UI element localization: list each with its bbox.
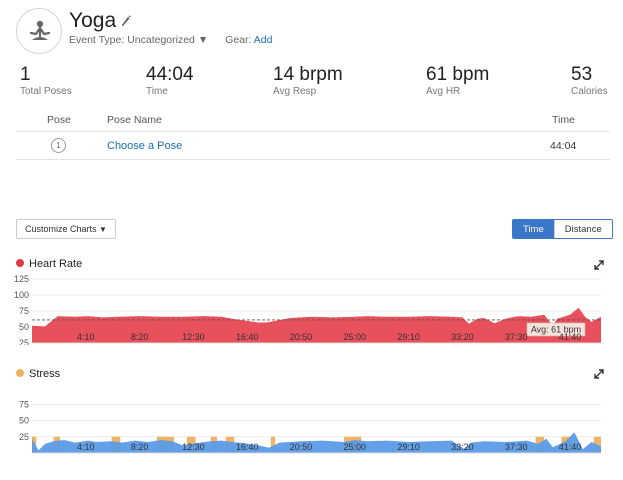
yoga-person-icon [29, 20, 51, 40]
pencil-edit-icon[interactable] [121, 15, 131, 27]
stat-label: Total Poses [20, 86, 72, 97]
time-distance-toggle: Time Distance [512, 219, 613, 239]
series-area [32, 307, 601, 343]
heart-rate-title-text: Heart Rate [29, 258, 83, 270]
average-label: Avg: 61 bpm [531, 324, 581, 334]
stress-title-text: Stress [29, 368, 61, 380]
x-tick-label: 25:00 [344, 442, 367, 452]
caret-down-icon: ▼ [99, 225, 107, 234]
activity-meta: Event Type: Uncategorized ▼ Gear: Add [69, 34, 272, 46]
y-tick-label: 75 [19, 306, 29, 316]
stress-chart-title: Stress [16, 368, 60, 380]
x-tick-label: 20:50 [290, 332, 313, 342]
choose-pose-link[interactable]: Choose a Pose [107, 140, 183, 152]
x-tick-label: 8:20 [131, 442, 149, 452]
stat-label: Avg Resp [273, 86, 317, 97]
stress-highlight-band [270, 436, 276, 453]
table-row: 1 Choose a Pose 44:04 [16, 132, 610, 160]
x-tick-label: 29:10 [397, 442, 420, 452]
time-toggle-button[interactable]: Time [513, 220, 554, 238]
distance-toggle-button[interactable]: Distance [553, 220, 612, 238]
stat-value: 14 brpm [273, 64, 343, 85]
x-tick-label: 33:20 [451, 332, 474, 342]
stat-avg-resp: 14 brpm Avg Resp [273, 64, 343, 98]
stat-label: Calories [571, 86, 608, 97]
heart-rate-chart-title: Heart Rate [16, 258, 82, 270]
x-tick-label: 12:30 [182, 332, 205, 342]
x-tick-label: 8:20 [131, 332, 149, 342]
y-tick-label: 125 [14, 274, 29, 284]
stat-time: 44:04 Time [146, 64, 194, 98]
customize-charts-label: Customize Charts [25, 224, 97, 234]
stat-avg-hr: 61 bpm Avg HR [426, 64, 489, 98]
header-pose: Pose [47, 114, 71, 126]
expand-icon[interactable] [594, 369, 604, 379]
x-tick-label: 37:30 [505, 442, 528, 452]
stat-total-poses: 1 Total Poses [20, 64, 72, 98]
stress-legend-dot [16, 369, 24, 377]
activity-avatar [16, 8, 62, 54]
y-tick-label: 50 [19, 322, 29, 332]
heart-rate-chart: 125 100 75 50 25 Avg: 61 bpm 4:10 8:20 12:30 16:4… [14, 274, 601, 345]
gear-label: Gear: [225, 34, 252, 46]
x-tick-label: 20:50 [290, 442, 313, 452]
y-tick-label: 50 [19, 416, 29, 426]
event-type-select[interactable]: Uncategorized ▼ [127, 34, 208, 46]
heart-rate-legend-dot [16, 259, 24, 267]
average-label-box [526, 322, 586, 337]
pose-time: 44:04 [550, 140, 577, 152]
stat-label: Avg HR [426, 86, 461, 97]
stat-value: 44:04 [146, 64, 194, 85]
expand-icon[interactable] [594, 260, 604, 270]
add-gear-link[interactable]: Add [253, 34, 273, 46]
x-tick-label: 4:10 [77, 332, 95, 342]
pose-table-header: Pose Pose Name Time [16, 108, 610, 132]
caret-down-icon: ▼ [197, 34, 209, 46]
x-tick-label: 41:40 [559, 442, 582, 452]
pose-table: Pose Pose Name Time 1 Choose a Pose 44:0… [16, 108, 610, 160]
y-tick-label: 25 [19, 338, 29, 345]
stat-value: 61 bpm [426, 64, 490, 85]
event-type-label: Event Type: [69, 34, 125, 46]
x-tick-label: 33:20 [451, 442, 474, 452]
event-type-value: Uncategorized [127, 34, 195, 46]
stat-calories: 53 Calories [571, 64, 608, 98]
page-title: Yoga [69, 9, 117, 32]
x-tick-label: 4:10 [77, 442, 95, 452]
stat-value: 1 [20, 64, 31, 85]
series-area [32, 432, 601, 453]
x-tick-label: 16:40 [236, 442, 259, 452]
header-time: Time [552, 114, 575, 126]
stress-chart: 75 50 25 4:10 8:20 12:30 16:40 20:50 25:00 29:10 3… [19, 399, 601, 454]
x-tick-label: 41:40 [559, 332, 582, 342]
x-tick-label: 12:30 [182, 442, 205, 452]
y-tick-label: 75 [19, 399, 29, 409]
header-pose-name: Pose Name [107, 114, 162, 126]
x-tick-label: 29:10 [397, 332, 420, 342]
x-tick-label: 25:00 [344, 332, 367, 342]
x-tick-label: 37:30 [505, 332, 528, 342]
stat-label: Time [146, 86, 168, 97]
y-tick-label: 100 [14, 290, 29, 300]
stat-value: 53 [571, 64, 593, 85]
customize-charts-button[interactable]: Customize Charts ▼ [16, 219, 116, 239]
x-tick-label: 16:40 [236, 332, 259, 342]
pose-number-badge: 1 [51, 138, 66, 153]
activity-header: Yoga Event Type: Uncategorized ▼ Gear: A… [16, 8, 606, 56]
y-tick-label: 25 [19, 432, 29, 442]
